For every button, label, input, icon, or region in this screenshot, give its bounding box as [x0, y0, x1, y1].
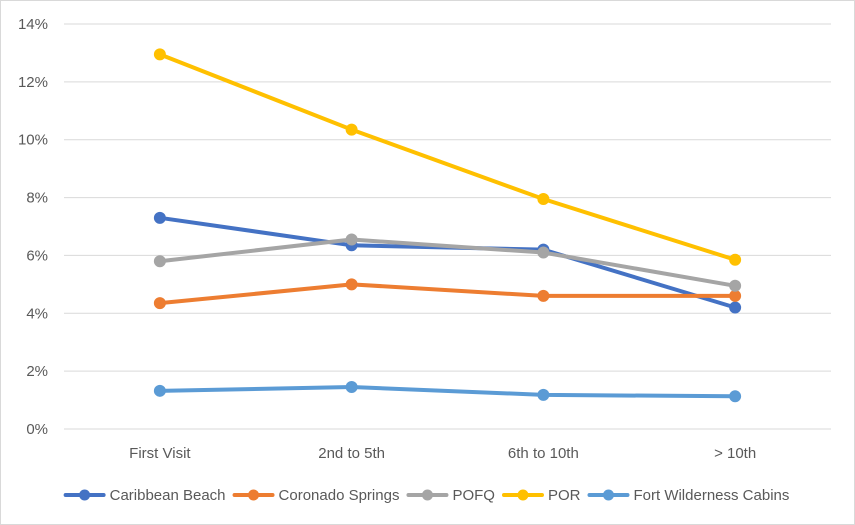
y-axis-tick-labels: 0% 2% 4% 6% 8% 10% 12% 14% [18, 16, 48, 438]
y-tick-label: 6% [26, 247, 48, 264]
data-point [345, 123, 358, 136]
y-tick-label: 12% [18, 74, 48, 91]
y-tick-label: 2% [26, 363, 48, 380]
x-tick-label: 2nd to 5th [318, 445, 385, 462]
series-pofq [153, 233, 742, 292]
data-point [729, 301, 742, 314]
legend-label: Fort Wilderness Cabins [633, 487, 789, 504]
data-point [537, 246, 550, 259]
data-point [153, 211, 166, 224]
legend-item: POFQ [406, 487, 495, 504]
legend-label: Coronado Springs [279, 487, 400, 504]
legend-item: Caribbean Beach [63, 487, 226, 504]
data-point [729, 390, 742, 403]
x-axis-tick-labels: First Visit 2nd to 5th 6th to 10th > 10th [129, 445, 756, 462]
data-point [537, 289, 550, 302]
x-tick-label: First Visit [129, 445, 191, 462]
y-tick-label: 8% [26, 190, 48, 207]
legend-swatch-marker [602, 489, 614, 501]
legend-swatch-marker [517, 489, 529, 501]
y-tick-label: 10% [18, 132, 48, 149]
legend-label: POFQ [452, 487, 495, 504]
x-tick-label: > 10th [714, 445, 756, 462]
series-line [157, 237, 738, 288]
data-point [153, 48, 166, 61]
data-point [537, 193, 550, 206]
legend-label: POR [548, 487, 581, 504]
legend-label: Caribbean Beach [110, 487, 226, 504]
legend-item: Coronado Springs [232, 487, 400, 504]
data-point [153, 297, 166, 310]
data-point [153, 384, 166, 397]
series-line [157, 385, 738, 399]
data-point [537, 388, 550, 401]
data-point [345, 381, 358, 394]
legend: Caribbean Beach Coronado Springs POFQ POR Fo… [63, 487, 789, 504]
legend-item: POR [501, 487, 581, 504]
y-tick-label: 0% [26, 421, 48, 438]
data-point [153, 255, 166, 268]
data-point [729, 279, 742, 292]
legend-item: Fort Wilderness Cabins [587, 487, 789, 504]
legend-swatch-marker [79, 489, 91, 501]
y-tick-label: 4% [26, 305, 48, 322]
data-point [729, 289, 742, 302]
legend-swatch-marker [421, 489, 433, 501]
data-point [345, 278, 358, 291]
y-tick-label: 14% [18, 16, 48, 33]
gridlines [64, 23, 831, 430]
legend-swatch-marker [248, 489, 260, 501]
data-point [729, 253, 742, 266]
series-fort-wilderness-cabins [153, 381, 742, 403]
series-lines [153, 48, 742, 403]
series-por [153, 48, 742, 266]
series-line [157, 282, 738, 306]
series-line [157, 52, 738, 262]
data-point [345, 233, 358, 246]
series-coronado-springs [153, 278, 742, 310]
x-tick-label: 6th to 10th [508, 445, 579, 462]
